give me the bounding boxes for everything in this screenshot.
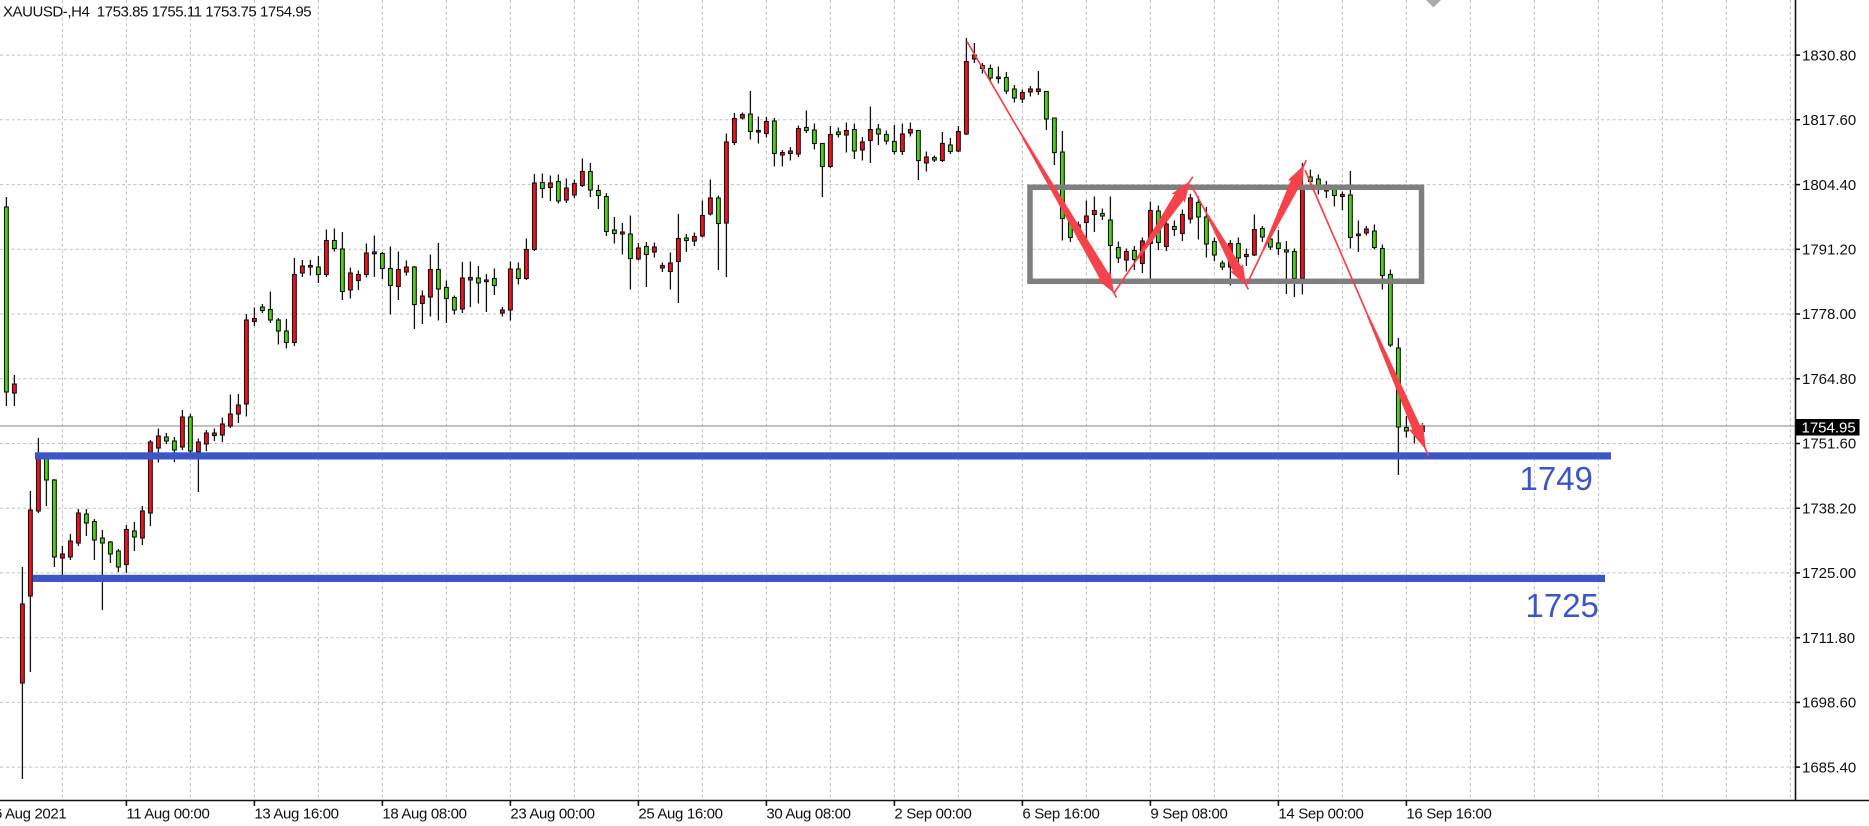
svg-text:1749: 1749 [1520,460,1593,497]
svg-text:6 Sep 16:00: 6 Sep 16:00 [1022,806,1099,823]
svg-text:23 Aug 00:00: 23 Aug 00:00 [510,806,594,823]
svg-text:1738.20: 1738.20 [1802,500,1856,517]
svg-text:1725: 1725 [1526,587,1599,624]
svg-text:6 Aug 2021: 6 Aug 2021 [0,806,66,823]
svg-text:1725.00: 1725.00 [1802,565,1856,582]
svg-text:18 Aug 08:00: 18 Aug 08:00 [382,806,466,823]
svg-text:13 Aug 16:00: 13 Aug 16:00 [254,806,338,823]
svg-text:1804.40: 1804.40 [1802,177,1856,194]
svg-text:11 Aug 00:00: 11 Aug 00:00 [126,806,209,823]
svg-text:14 Sep 00:00: 14 Sep 00:00 [1278,806,1363,823]
svg-text:1764.80: 1764.80 [1802,371,1856,388]
svg-text:1751.60: 1751.60 [1802,436,1856,453]
svg-text:1778.00: 1778.00 [1802,306,1856,323]
svg-text:1830.80: 1830.80 [1802,47,1856,64]
svg-text:1754.95: 1754.95 [1802,419,1856,436]
svg-text:2 Sep 00:00: 2 Sep 00:00 [894,806,971,823]
svg-text:1698.60: 1698.60 [1802,695,1856,712]
svg-text:9 Sep 08:00: 9 Sep 08:00 [1150,806,1227,823]
svg-text:16 Sep 16:00: 16 Sep 16:00 [1406,806,1491,823]
svg-text:1711.80: 1711.80 [1802,630,1855,647]
svg-text:25 Aug 16:00: 25 Aug 16:00 [638,806,722,823]
svg-text:XAUUSD-,H4 1753.85 1755.11 17: XAUUSD-,H4 1753.85 1755.11 1753.75 1754.… [3,3,311,20]
svg-text:1817.60: 1817.60 [1802,112,1856,129]
svg-text:30 Aug 08:00: 30 Aug 08:00 [766,806,850,823]
svg-text:1791.20: 1791.20 [1802,242,1856,259]
svg-text:1685.40: 1685.40 [1802,759,1856,776]
